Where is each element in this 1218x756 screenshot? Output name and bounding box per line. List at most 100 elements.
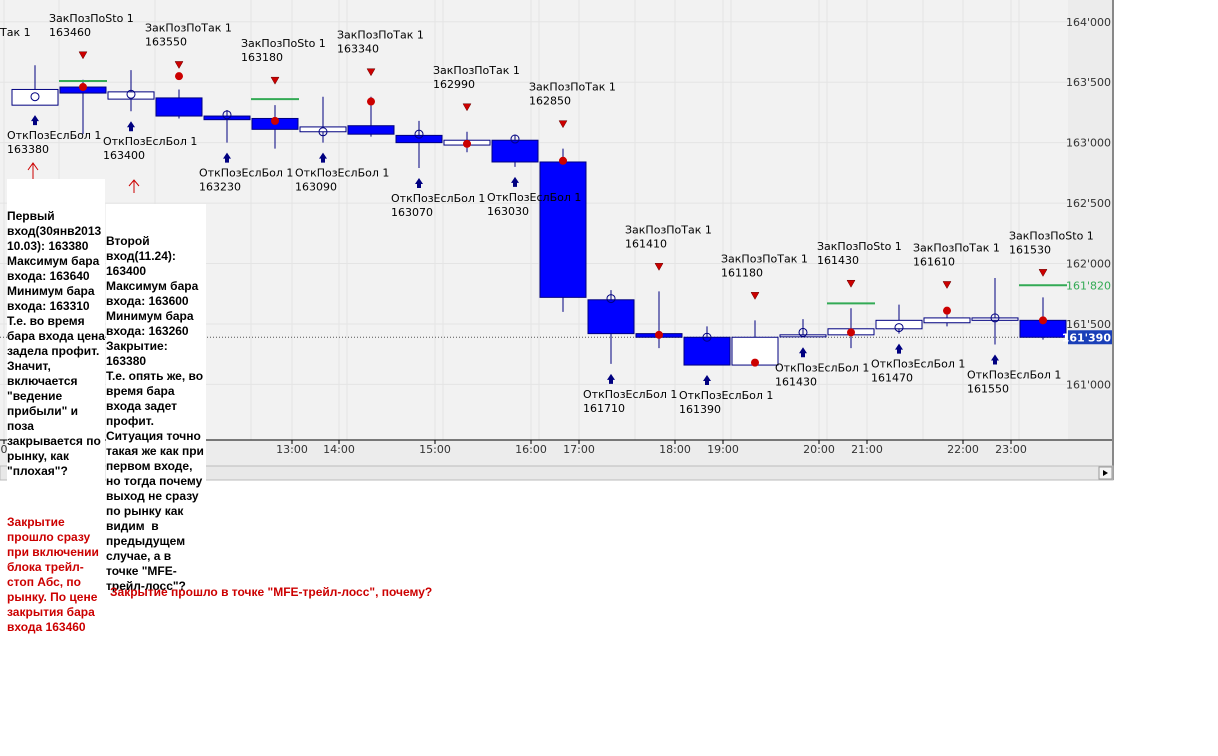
exit-name-label: ЗакПозПоТак 1 xyxy=(145,21,232,34)
last-price-label: 161'390 xyxy=(1062,331,1112,344)
x-tick-label: 22:00 xyxy=(947,443,979,456)
exit-name-label: ЗакПозПоТак 1 xyxy=(625,223,712,236)
up-arrow-icon xyxy=(31,115,39,126)
down-arrow-icon xyxy=(846,279,856,288)
x-tick-label: 15:00 xyxy=(419,443,451,456)
y-tick-label: 163'000 xyxy=(1066,137,1111,150)
exit-name-label: ЗакПозПоТак 1 xyxy=(529,81,616,94)
entry-name-label: ОткПозЕслБол 1 xyxy=(391,192,485,205)
up-arrow-icon xyxy=(415,178,423,189)
candle-body-down xyxy=(491,139,539,163)
exit-marker xyxy=(943,306,951,315)
price-axis-background xyxy=(1068,0,1113,440)
entry-marker xyxy=(222,110,232,120)
exit-marker xyxy=(367,97,375,106)
second-entry-text: Второй вход(11.24): 163400 Максимум бара… xyxy=(106,234,204,593)
y-tick-label: 162'500 xyxy=(1066,197,1111,210)
down-arrow-icon xyxy=(942,281,952,289)
y-axis: 164'000 163'500 163'000 162'500 162'000 161'5… xyxy=(1062,16,1113,391)
x-tick-label: 20:00 xyxy=(803,443,835,456)
entry-price-label: 163070 xyxy=(391,206,433,219)
y-tick-label: 162'000 xyxy=(1066,258,1111,271)
x-tick-label: 0 xyxy=(1,443,8,456)
down-arrow-icon xyxy=(366,68,376,77)
candle-body-down xyxy=(539,161,587,298)
entry-marker xyxy=(990,313,1000,323)
up-arrow-icon xyxy=(703,375,711,386)
exit-name-label: ЗакПозПоSto 1 xyxy=(49,12,134,25)
entry-name-label: ОткПозЕслБол 1 xyxy=(199,167,293,180)
candle-body-down xyxy=(155,97,203,117)
exit-price-label: 161180 xyxy=(721,266,763,279)
x-tick-label: 17:00 xyxy=(563,443,595,456)
exit-name-label: ЗакПозПоТак 1 xyxy=(913,241,1000,254)
candle-body-up xyxy=(875,319,923,330)
candle-body-up xyxy=(971,317,1019,321)
first-entry-text: Первый вход(30янв2013 10.03): 163380 Мак… xyxy=(7,209,105,478)
entry-price-label: 163030 xyxy=(487,205,529,218)
first-entry-red-text: Закрытие прошло сразу при включении блок… xyxy=(7,515,103,634)
exit-price-label: 163460 xyxy=(49,26,91,39)
exit-price-label: 161430 xyxy=(817,254,859,267)
trail-stop-lines xyxy=(59,79,1067,305)
entry-price-label: 161710 xyxy=(583,402,625,415)
horizontal-scrollbar[interactable] xyxy=(0,465,1114,481)
exit-price-label: 163550 xyxy=(145,35,187,48)
second-entry-note: Второй вход(11.24): 163400 Максимум бара… xyxy=(106,204,206,609)
candle-body-down xyxy=(683,336,731,366)
entry-name-label: ОткПозЕслБол 1 xyxy=(775,361,869,374)
up-arrow-icon xyxy=(127,121,135,132)
x-tick-label: 21:00 xyxy=(851,443,883,456)
down-arrow-icon xyxy=(750,292,760,300)
entry-marker xyxy=(510,134,520,144)
exit-marker xyxy=(655,330,663,339)
exit-price-label: 162850 xyxy=(529,95,571,108)
exit-marker xyxy=(1039,316,1047,325)
entry-price-label: 163400 xyxy=(103,149,145,162)
exit-marker xyxy=(751,358,759,367)
candle-body-down xyxy=(347,125,395,135)
bottom-question: Закрытие прошло в точке "MFE-трейл-лосс"… xyxy=(110,585,433,599)
x-tick-label: 19:00 xyxy=(707,443,739,456)
up-arrow-icon xyxy=(319,152,327,163)
up-arrow-icon xyxy=(991,354,999,365)
first-entry-arrow-icon xyxy=(27,162,39,180)
entry-marker xyxy=(30,92,40,102)
x-tick-label: 13:00 xyxy=(276,443,308,456)
exit-name-label: ЗакПозПоТак 1 xyxy=(337,29,424,42)
exit-price-label: 163340 xyxy=(337,43,379,56)
down-arrow-icon xyxy=(558,120,568,129)
entry-marker xyxy=(318,127,328,137)
entry-marker xyxy=(894,323,904,333)
exit-name-label: ЗакПозПоТак 1 xyxy=(433,64,520,77)
exit-name-label: ЗакПозПоSto 1 xyxy=(1009,229,1094,242)
entry-name-label: ОткПозЕслБол 1 xyxy=(583,388,677,401)
candle-body-down xyxy=(203,115,251,121)
stop-level-label: 161'820 xyxy=(1066,279,1111,292)
entry-name-label: ОткПозЕслБол 1 xyxy=(103,135,197,148)
down-arrow-icon xyxy=(654,263,664,271)
entry-name-label: ОткПозЕслБол 1 xyxy=(7,129,101,142)
up-arrow-icon xyxy=(223,152,231,163)
up-arrow-icon xyxy=(895,343,903,354)
exit-price-label: 163180 xyxy=(241,51,283,64)
candle-body-down xyxy=(587,299,635,335)
down-arrow-icon xyxy=(462,103,472,112)
x-axis: 0 13:00 14:00 15:00 16:00 17:00 18:00 19:00 20:0… xyxy=(1,440,1027,456)
x-tick-label: 23:00 xyxy=(995,443,1027,456)
exit-marker xyxy=(847,328,855,337)
entry-price-label: 161390 xyxy=(679,403,721,416)
up-arrow-icon xyxy=(511,176,519,187)
entry-arrows xyxy=(27,162,140,193)
exit-marker xyxy=(79,83,87,92)
x-tick-label: 16:00 xyxy=(515,443,547,456)
y-tick-label: 161'000 xyxy=(1066,378,1111,391)
exit-marker xyxy=(463,139,471,148)
down-arrow-icon xyxy=(270,76,280,85)
entry-price-label: 163230 xyxy=(199,181,241,194)
down-arrow-icon xyxy=(174,61,184,69)
entry-name-label: ОткПозЕслБол 1 xyxy=(679,389,773,402)
entry-name-label: ОткПозЕслБол 1 xyxy=(967,369,1061,382)
exit-marker xyxy=(271,116,279,125)
up-arrow-icon xyxy=(607,373,615,384)
